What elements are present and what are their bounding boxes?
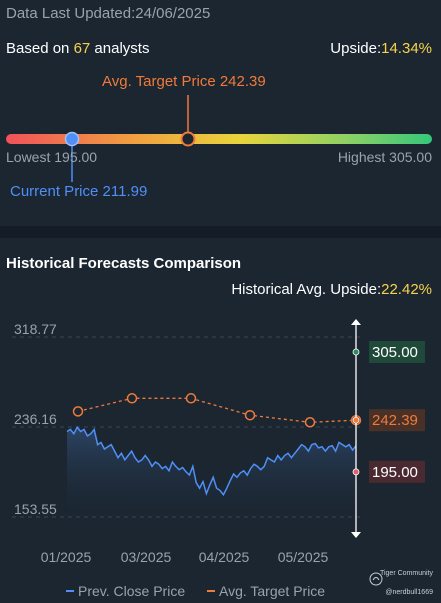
- x-tick-label: 04/2025: [199, 549, 250, 565]
- section-title: Historical Forecasts Comparison: [6, 255, 242, 272]
- x-tick-label: 03/2025: [121, 549, 172, 565]
- avg-target-point: [72, 406, 84, 417]
- upside-value: 14.34%: [381, 40, 432, 57]
- legend-avg-target[interactable]: Avg. Target Price: [207, 583, 325, 599]
- upside: Upside:14.34%: [330, 40, 432, 57]
- price-line: [66, 425, 357, 497]
- current-price-label: Current Price 211.99: [10, 183, 148, 200]
- chart-legend: Prev. Close Price Avg. Target Price: [66, 579, 343, 599]
- y-tick-label: 153.55: [14, 501, 57, 517]
- avg-target-line: [77, 397, 357, 423]
- tiger-logo-icon: [369, 572, 383, 586]
- historical-avg-upside: Historical Avg. Upside:22.42%: [231, 281, 432, 298]
- forecast-axis-top-arrow: [351, 319, 361, 325]
- historical-upside-value: 22.42%: [381, 281, 432, 298]
- avg-target-point: [185, 393, 197, 404]
- forecast-label-box: [369, 409, 425, 432]
- last-updated: Data Last Updated:24/06/2025: [6, 5, 211, 22]
- forecast-label: 305.00: [372, 344, 418, 361]
- lowest-label: Lowest 195.00: [6, 149, 98, 165]
- y-tick-label: 318.77: [14, 321, 57, 337]
- y-tick-label: 236.16: [14, 411, 57, 427]
- avg-target-label: Avg. Target Price 242.39: [102, 73, 266, 90]
- current-price-marker: [64, 131, 80, 147]
- highest-label: Highest 305.00: [337, 149, 432, 165]
- brand-user: @nerdbull1669: [385, 589, 433, 596]
- analyst-count: 67: [73, 40, 91, 57]
- forecast-label-box: [369, 460, 425, 483]
- price-area: [67, 427, 356, 517]
- avg-target-marker: [180, 131, 196, 147]
- avg-target-point: [304, 417, 316, 428]
- forecast-label: 195.00: [372, 464, 418, 481]
- brand-name: Tiger Community: [379, 570, 433, 577]
- analyst-basis: Based on 67 analysts: [6, 40, 150, 57]
- avg-target-point: [244, 409, 256, 421]
- forecast-marker-dot: [352, 416, 360, 424]
- forecast-label: 242.39: [372, 412, 418, 429]
- price-range-bar: [6, 95, 432, 182]
- x-tick-label: 05/2025: [278, 549, 329, 565]
- historical-chart[interactable]: 318.77 236.16 153.55 01/2025 03/2025 04/2025 0…: [0, 310, 441, 575]
- x-tick-label: 01/2025: [41, 549, 92, 565]
- forecast-axis-bottom-arrow: [351, 532, 361, 538]
- legend-prev-close[interactable]: Prev. Close Price: [66, 583, 185, 599]
- avg-target-point: [126, 393, 138, 404]
- forecast-label-box: [369, 341, 425, 364]
- range-gradient-bar: [6, 134, 432, 144]
- section-divider: [0, 226, 441, 238]
- forecast-marker-dot: [352, 468, 360, 476]
- forecast-marker-dot: [352, 348, 360, 356]
